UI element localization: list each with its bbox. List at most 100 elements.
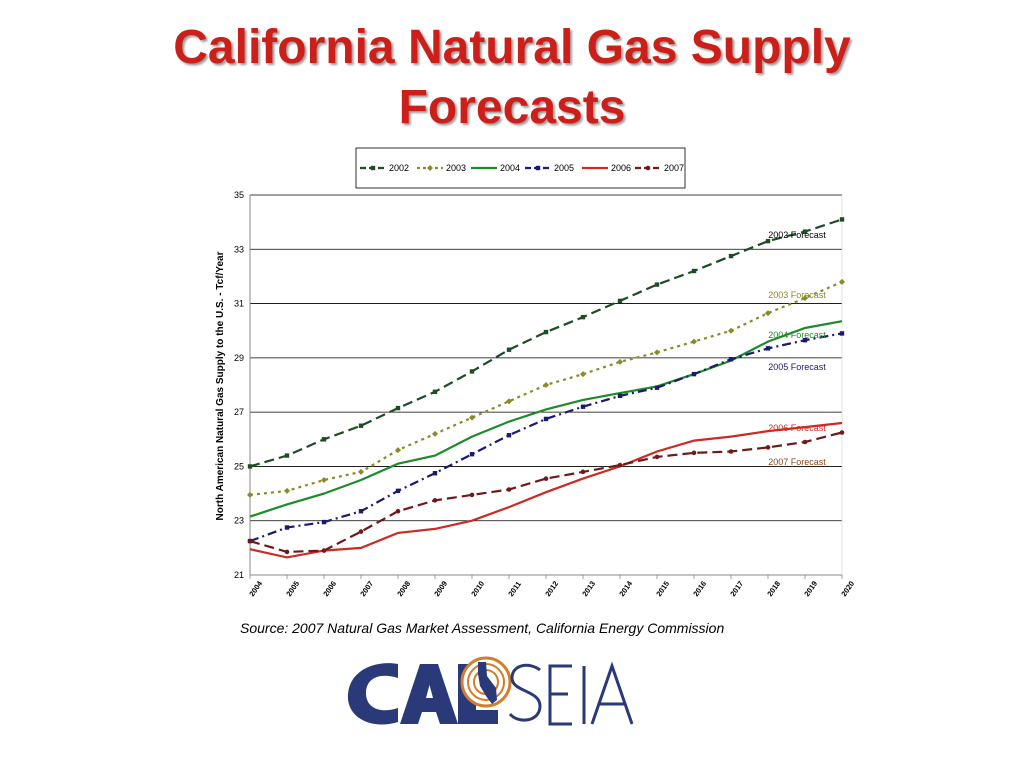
series-2003: [247, 278, 845, 498]
data-point: [728, 327, 734, 334]
series-line-2004: [249, 320, 843, 518]
data-point: [839, 278, 845, 285]
data-point: [321, 548, 327, 553]
data-point: [506, 487, 512, 492]
data-point: [617, 358, 623, 365]
data-point: [802, 229, 808, 234]
legend-entry-2007: 2007: [635, 163, 684, 173]
data-point: [654, 385, 660, 390]
data-point: [580, 469, 586, 475]
x-tick-label: 2018: [765, 579, 782, 598]
calseia-logo: [347, 656, 634, 726]
data-point: [802, 295, 808, 302]
data-point: [321, 437, 327, 442]
y-tick-label: 23: [234, 516, 244, 526]
x-tick-label: 2011: [506, 580, 523, 598]
series-annotation-2005: 2005 Forecast: [768, 362, 826, 372]
data-point: [432, 471, 438, 476]
series-line-2002: [249, 218, 843, 468]
gridlines: [250, 194, 842, 522]
data-point: [691, 338, 697, 345]
data-point: [395, 508, 401, 514]
x-tick-label: 2005: [284, 579, 301, 598]
data-point: [506, 433, 512, 438]
data-point: [765, 346, 771, 351]
series-annotation-2004: 2004 Forecast: [768, 330, 826, 340]
data-point: [247, 464, 253, 469]
data-point: [765, 310, 771, 317]
x-tick-label: 2017: [728, 579, 745, 598]
data-point: [691, 268, 697, 274]
data-point: [395, 405, 401, 411]
data-point: [506, 347, 512, 352]
data-point: [395, 488, 401, 494]
series-2005: [247, 331, 845, 544]
data-point: [728, 449, 734, 454]
legend-label: 2006: [611, 163, 631, 173]
data-point: [691, 450, 697, 456]
data-point: [802, 439, 808, 445]
x-tick-label: 2012: [543, 579, 560, 598]
x-tick-label: 2006: [321, 579, 338, 598]
data-point: [358, 423, 364, 428]
data-point: [506, 398, 512, 405]
slide-title-line-2: Forecasts: [398, 81, 626, 134]
data-point: [469, 452, 475, 457]
y-tick-label: 21: [234, 570, 244, 580]
legend-label: 2003: [446, 163, 466, 173]
y-tick-label: 27: [234, 407, 244, 417]
california-sun-logo-icon: [460, 656, 512, 708]
x-tick-labels: 2004 2005 2006 2007 2008 2009 2010 2011 2012 2013…: [247, 579, 856, 599]
data-point: [395, 447, 401, 454]
data-point: [358, 509, 364, 514]
legend-entry-2005: 2005: [525, 163, 574, 173]
series-2007: [247, 430, 845, 555]
series-annotation-2006: 2006 Forecast: [768, 423, 826, 433]
x-tick-label: 2014: [617, 579, 634, 599]
data-point: [469, 492, 475, 498]
data-point: [321, 477, 327, 483]
data-point: [370, 165, 376, 171]
data-point: [617, 462, 623, 468]
series-annotation-2002: 2002 Forecast: [768, 230, 826, 240]
y-tick-label: 25: [234, 461, 244, 471]
series-annotation-2003: 2003 Forecast: [768, 290, 826, 300]
data-point: [543, 329, 549, 335]
data-point: [691, 371, 697, 377]
legend-label: 2002: [389, 163, 409, 173]
legend-label: 2005: [554, 163, 574, 173]
x-tick-label: 2013: [580, 579, 597, 598]
data-point: [543, 416, 549, 422]
data-point: [839, 430, 845, 435]
data-point: [645, 165, 651, 171]
data-point: [728, 357, 734, 362]
data-point: [543, 382, 549, 388]
data-point: [432, 430, 438, 437]
data-point: [654, 282, 660, 287]
series-annotations: 2002 Forecast 2003 Forecast 2004 Forecast 2…: [768, 230, 826, 467]
chart-legend: 2002 2003 2004 2005 2006 2007: [355, 147, 686, 189]
data-point: [469, 369, 475, 374]
series-line-2006: [249, 421, 843, 559]
data-point: [839, 331, 845, 336]
y-axis-label: North American Natural Gas Supply to the…: [215, 251, 226, 520]
data-point: [284, 487, 290, 494]
data-point: [802, 338, 808, 343]
y-tick-label: 29: [234, 353, 244, 363]
slide-title: California Natural Gas Supply Forecasts: [0, 18, 1024, 138]
data-point: [247, 491, 253, 498]
x-tick-label: 2004: [247, 579, 264, 599]
data-point: [580, 314, 586, 320]
y-tick-labels: 21 23 25 27 29 31 33 35: [234, 190, 244, 580]
data-point: [535, 165, 541, 171]
data-point: [839, 217, 845, 222]
y-tick-label: 33: [234, 244, 244, 254]
data-point: [617, 393, 623, 399]
data-point: [284, 453, 290, 458]
legend-box: [355, 147, 686, 189]
gas-supply-line-chart: 2002 2003 2004 2005 2006 2007 21 23 25 27 29 31 33 3…: [215, 147, 856, 599]
legend-label: 2007: [664, 163, 684, 173]
data-point: [543, 476, 549, 481]
data-point: [580, 371, 586, 378]
data-point: [580, 404, 586, 409]
